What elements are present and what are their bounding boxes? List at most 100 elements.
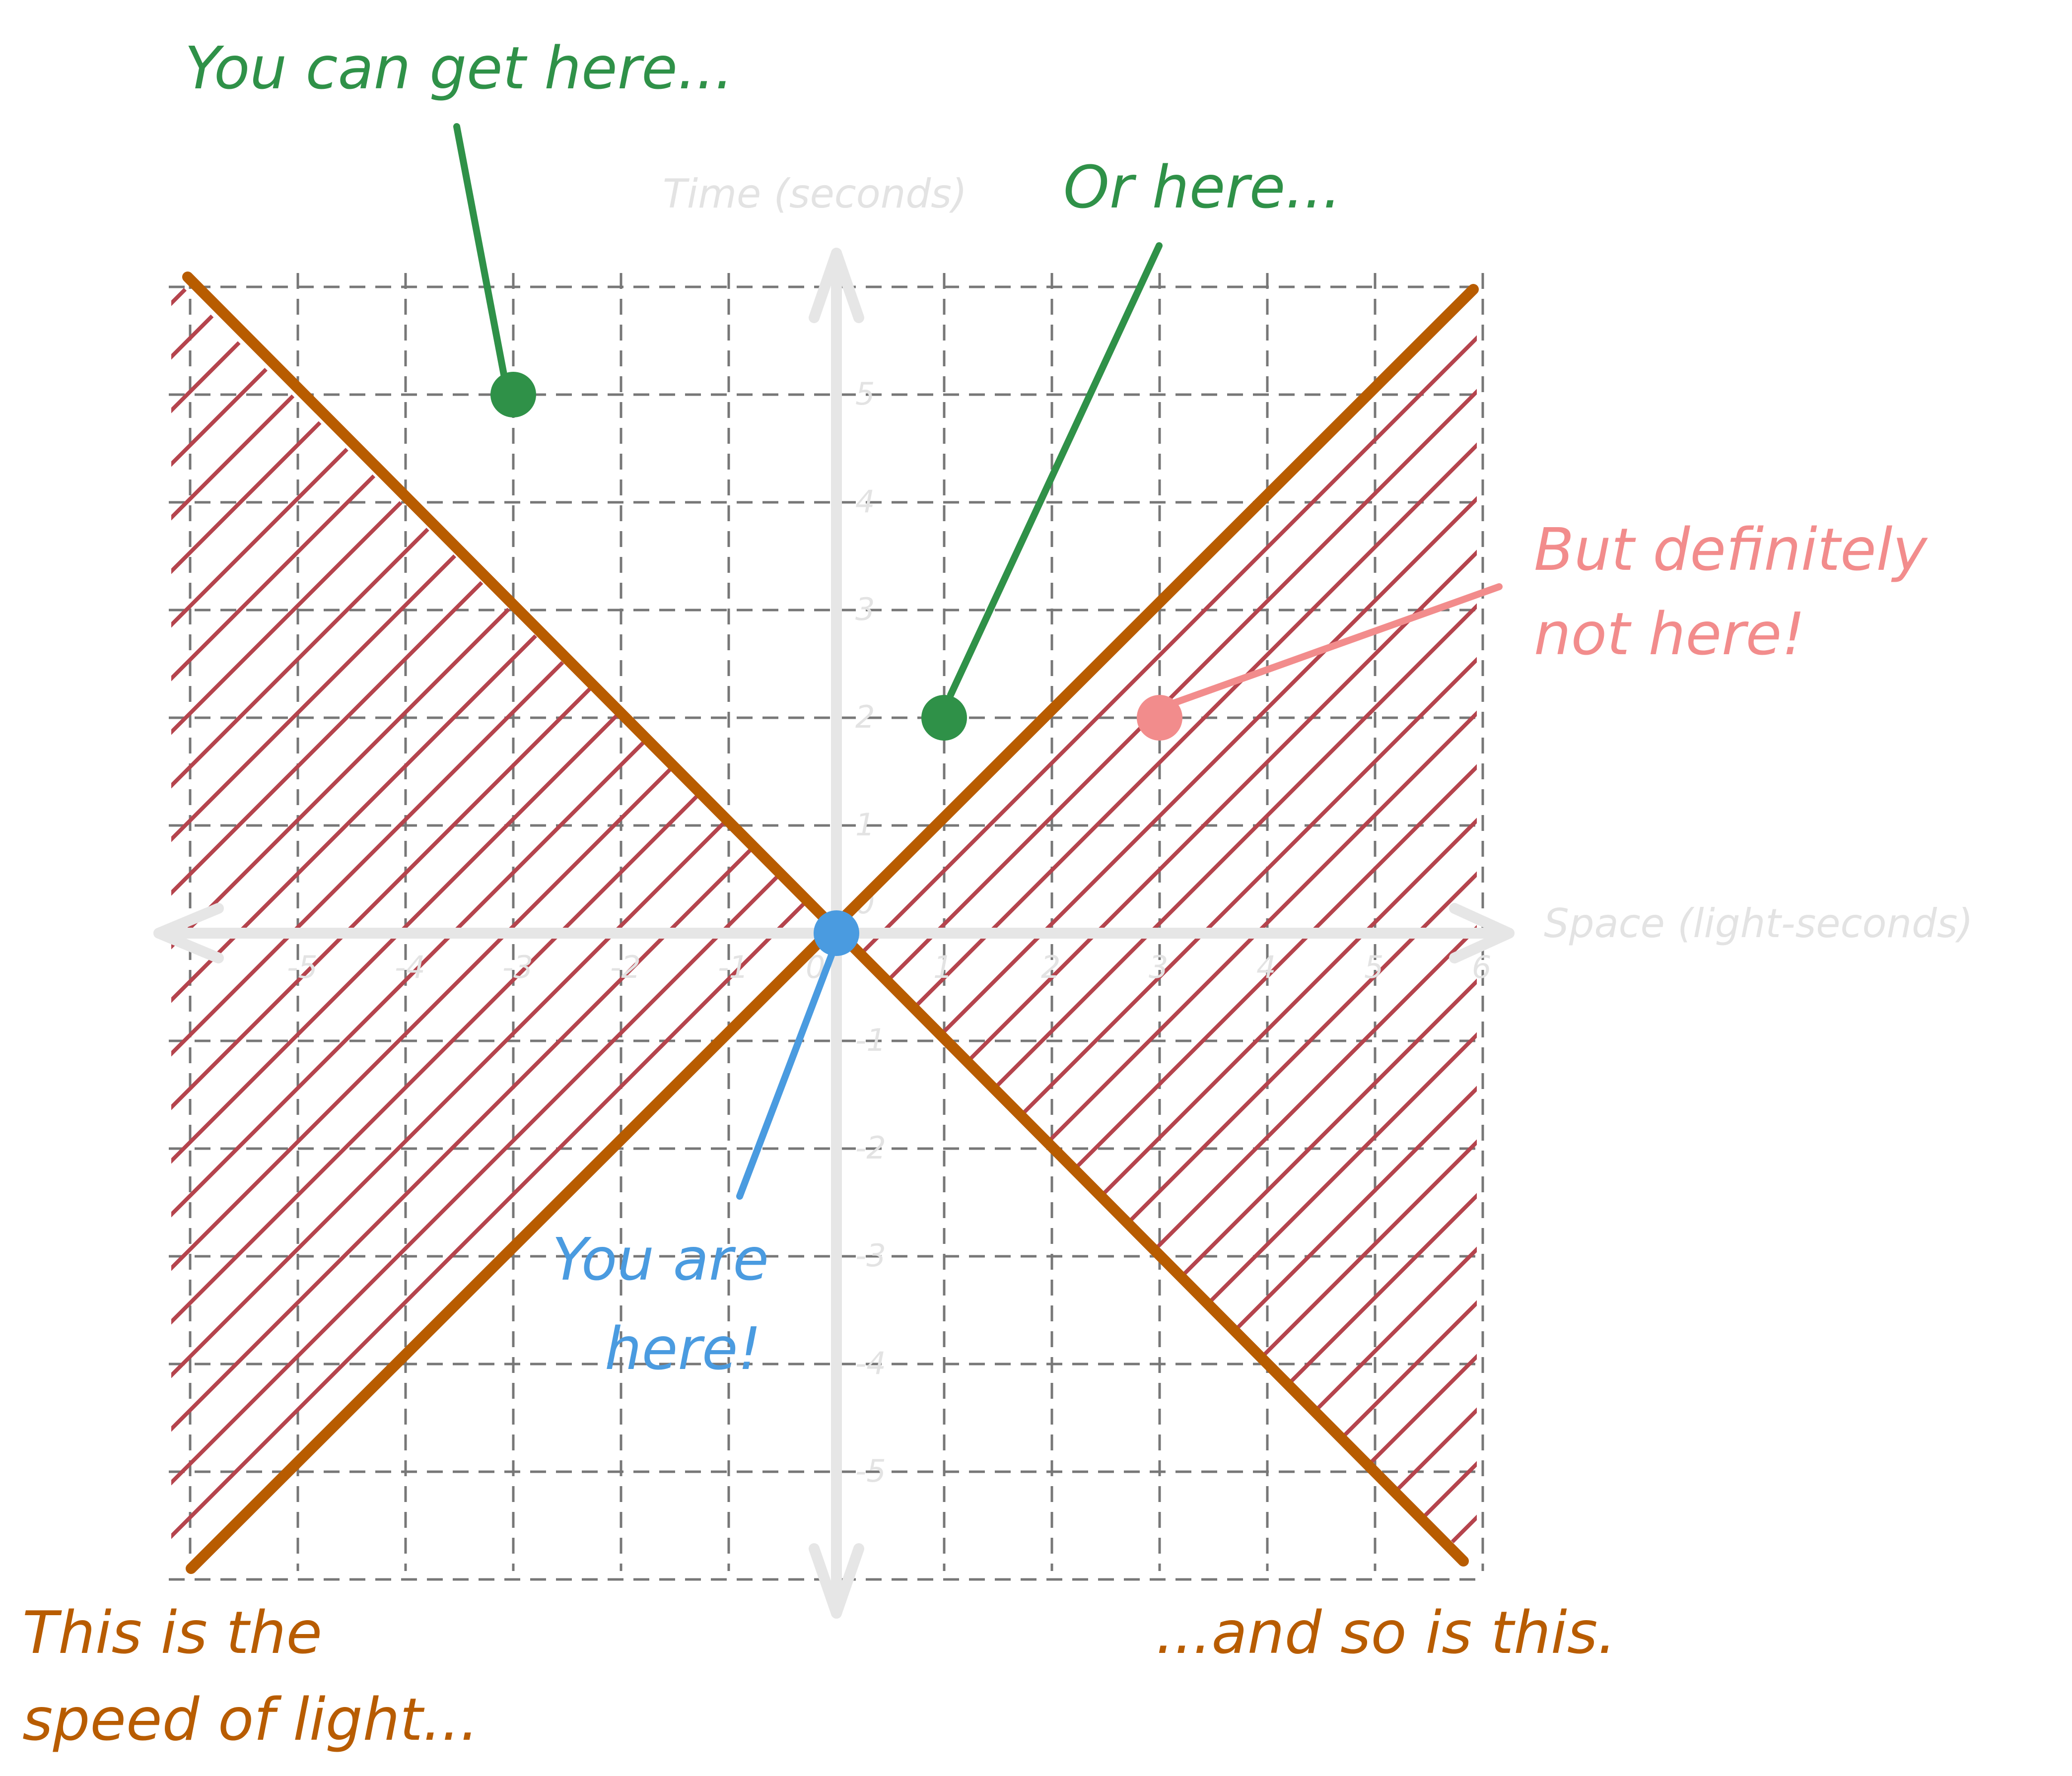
hatch-line: [1412, 275, 1477, 1566]
x-axis-title: Space (light-seconds): [1544, 900, 1973, 947]
hatch-line: [1036, 275, 1477, 1566]
x-tick-label: 4: [1256, 949, 1276, 985]
hatch-line: [447, 275, 1477, 1566]
hatch-line: [1843, 99, 2072, 1688]
y-tick-label: -1: [855, 1022, 886, 1058]
point-reachable-1: [490, 372, 536, 417]
hatch-line: [171, 275, 538, 1566]
annotation-top-right: Or here...: [1063, 153, 1341, 221]
x-tick-label: -3: [502, 949, 533, 985]
hatch-line: [0, 99, 161, 1688]
hatch-line: [171, 275, 1396, 1566]
hatch-line: [608, 275, 1477, 1566]
axis-tick-labels: -5-4-3-2-10123456543210-1-2-3-4-5: [287, 376, 1491, 1489]
hatch-line: [171, 275, 270, 1566]
y-tick-label: -5: [855, 1453, 886, 1489]
hatch-line: [171, 275, 431, 1566]
x-axis-left-arrowhead: [153, 903, 224, 963]
hatch-line: [171, 275, 806, 1566]
hatch-line: [500, 275, 1477, 1566]
hatch-line: [171, 275, 913, 1566]
hatch-line: [232, 275, 1477, 1566]
hatch-line: [1090, 275, 1477, 1566]
hatch-line: [171, 275, 1074, 1566]
hatch-line: [1465, 275, 1477, 1566]
hatch-line: [340, 275, 1477, 1566]
y-axis-bottom-arrowhead: [809, 1543, 864, 1619]
x-tick-label: -5: [287, 949, 318, 985]
point-unreachable: [1137, 695, 1182, 741]
hatch-line: [171, 275, 484, 1566]
x-tick-label: -4: [395, 949, 425, 985]
x-tick-label: 3: [1149, 949, 1168, 985]
hatch-line: [1628, 99, 2072, 1688]
hatch-line: [179, 275, 1477, 1566]
pointer-right: [1168, 583, 1503, 707]
y-tick-label: 2: [855, 699, 875, 735]
point-origin: [814, 910, 859, 956]
x-axis-right-arrowhead: [1449, 903, 1515, 963]
pointer-origin: [736, 932, 842, 1200]
hatch-line: [0, 99, 107, 1688]
hatch-line: [171, 275, 324, 1566]
x-tick-label: 5: [1364, 949, 1383, 985]
y-tick-label: -3: [855, 1237, 886, 1274]
annotation-bottom-right: ...and so is this.: [1156, 1598, 1616, 1667]
hatch-line: [171, 275, 216, 1566]
hatch-line: [554, 275, 1477, 1566]
annotation-origin-line-2: here!: [605, 1314, 761, 1383]
hatch-line: [1896, 99, 2072, 1688]
x-tick-label: 1: [933, 949, 953, 985]
hatch-line: [2057, 99, 2072, 1688]
hatch-line: [1575, 99, 2072, 1688]
hatch-line: [171, 275, 967, 1566]
annotation-right-line-2: not here!: [1534, 600, 1805, 668]
y-tick-label: 1: [855, 807, 875, 843]
y-tick-label: 4: [855, 483, 875, 520]
hatch-line: [286, 275, 1477, 1566]
hatch-line: [171, 275, 1477, 1566]
hatch-line: [0, 99, 54, 1688]
hatch-line: [1735, 99, 2072, 1688]
x-tick-label: -2: [610, 949, 641, 985]
pointer-top-left: [453, 123, 509, 386]
hatch-line: [822, 275, 1477, 1566]
hatch-line: [1197, 275, 1477, 1566]
hatch-line: [171, 275, 1477, 1566]
hatch-line: [171, 275, 1477, 1566]
hatch-line: [1521, 99, 2072, 1688]
hatch-line: [1950, 99, 2072, 1688]
point-reachable-2: [921, 695, 967, 741]
hatch-line: [171, 275, 753, 1566]
hatch-line: [929, 275, 1477, 1566]
y-axis-top-arrowhead: [809, 248, 864, 323]
hatch-line: [171, 275, 1181, 1566]
y-tick-label: -4: [855, 1345, 886, 1381]
y-tick-label: 5: [855, 376, 875, 412]
x-tick-label: 6: [1472, 949, 1491, 985]
hatch-line: [983, 275, 1477, 1566]
pointer-top-right: [947, 242, 1163, 698]
hatch-line: [1789, 99, 2072, 1688]
x-tick-label: 2: [1041, 949, 1060, 985]
y-tick-label: 3: [855, 591, 875, 627]
hatch-line: [1682, 99, 2072, 1688]
hatch-line: [1144, 275, 1477, 1566]
hatch-line: [1358, 275, 1477, 1566]
hatch-line: [2003, 99, 2072, 1688]
annotation-bottom-left-line-1: This is the: [22, 1598, 322, 1667]
hatch-line: [171, 275, 592, 1566]
hatch-line: [171, 275, 377, 1566]
hatch-line: [171, 275, 1128, 1566]
annotation-bottom-left-line-2: speed of light...: [22, 1685, 479, 1754]
hatch-line: [171, 275, 1235, 1566]
hatch-line: [171, 275, 699, 1566]
y-tick-label: -2: [855, 1130, 886, 1166]
annotation-origin-line-1: You are: [552, 1225, 769, 1294]
annotation-right-line-1: But definitely: [1534, 515, 1928, 584]
pointer-lines: [453, 123, 1503, 1200]
y-axis-title: Time (seconds): [663, 171, 967, 217]
hatch-line: [171, 275, 1450, 1566]
points: [490, 372, 1182, 956]
